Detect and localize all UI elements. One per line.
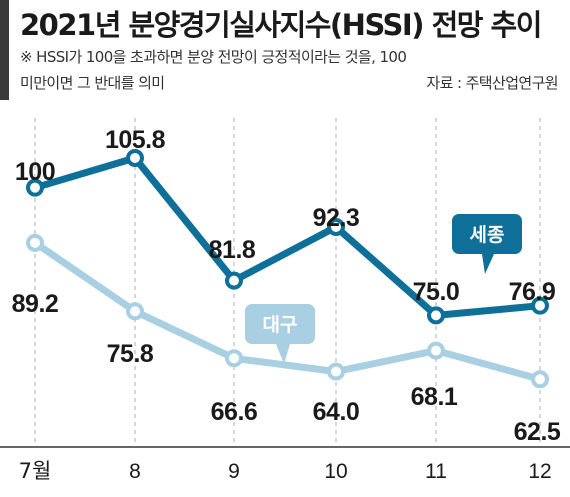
data-label-daegu-1: 75.8	[107, 340, 154, 368]
data-label-sejong-5: 76.9	[509, 278, 556, 306]
source-credit: 자료 : 주택산업연구원	[426, 74, 558, 92]
point-daegu-5	[531, 370, 549, 389]
data-label-daegu-5: 62.5	[514, 418, 561, 446]
point-daegu-0	[26, 233, 44, 252]
point-daegu-1	[126, 302, 144, 321]
data-label-daegu-0: 89.2	[12, 290, 59, 318]
x-tick-label-2: 9	[228, 460, 240, 483]
x-tick-label-1: 8	[129, 460, 141, 483]
series-line-daegu	[31, 239, 544, 383]
point-sejong-3	[327, 217, 345, 236]
data-label-sejong-3: 92.3	[313, 204, 360, 232]
data-label-sejong-0: 100	[15, 158, 55, 186]
x-tick-label-3: 10	[324, 460, 347, 483]
badge-tail-sejong	[482, 254, 494, 274]
data-label-daegu-3: 64.0	[313, 398, 360, 426]
x-tick-label-5: 12	[528, 460, 551, 483]
point-daegu-2	[225, 349, 243, 368]
point-sejong-5	[531, 296, 549, 315]
data-label-daegu-2: 66.6	[211, 398, 258, 426]
data-label-sejong-4: 75.0	[413, 278, 460, 306]
data-label-daegu-4: 68.1	[411, 383, 458, 411]
point-daegu-4	[427, 341, 445, 360]
point-sejong-4	[427, 306, 445, 325]
x-tick-label-0: 7월	[19, 459, 52, 483]
data-label-sejong-2: 81.8	[209, 236, 256, 264]
point-sejong-1	[126, 149, 144, 168]
note-line-2: 미만이면 그 반대를 의미	[20, 74, 165, 92]
badge-tail-daegu	[276, 344, 290, 364]
note-line-1: ※ HSSI가 100을 초과하면 분양 전망이 긍정적이라는 것을, 100	[20, 48, 407, 66]
point-sejong-2	[225, 271, 243, 290]
point-sejong-0	[26, 178, 44, 197]
legend-label-daegu: 대구	[263, 314, 298, 336]
x-tick-label-4: 11	[425, 460, 447, 483]
chart-title: 2021년 분양경기실사지수(HSSI) 전망 추이	[20, 8, 542, 42]
series-line-sejong	[31, 154, 544, 319]
data-label-sejong-1: 105.8	[105, 126, 166, 154]
badge-sejong	[452, 214, 522, 254]
badge-daegu	[245, 304, 315, 344]
header-bar	[0, 0, 9, 100]
point-daegu-3	[327, 362, 345, 381]
legend-label-sejong: 세종	[470, 224, 505, 246]
